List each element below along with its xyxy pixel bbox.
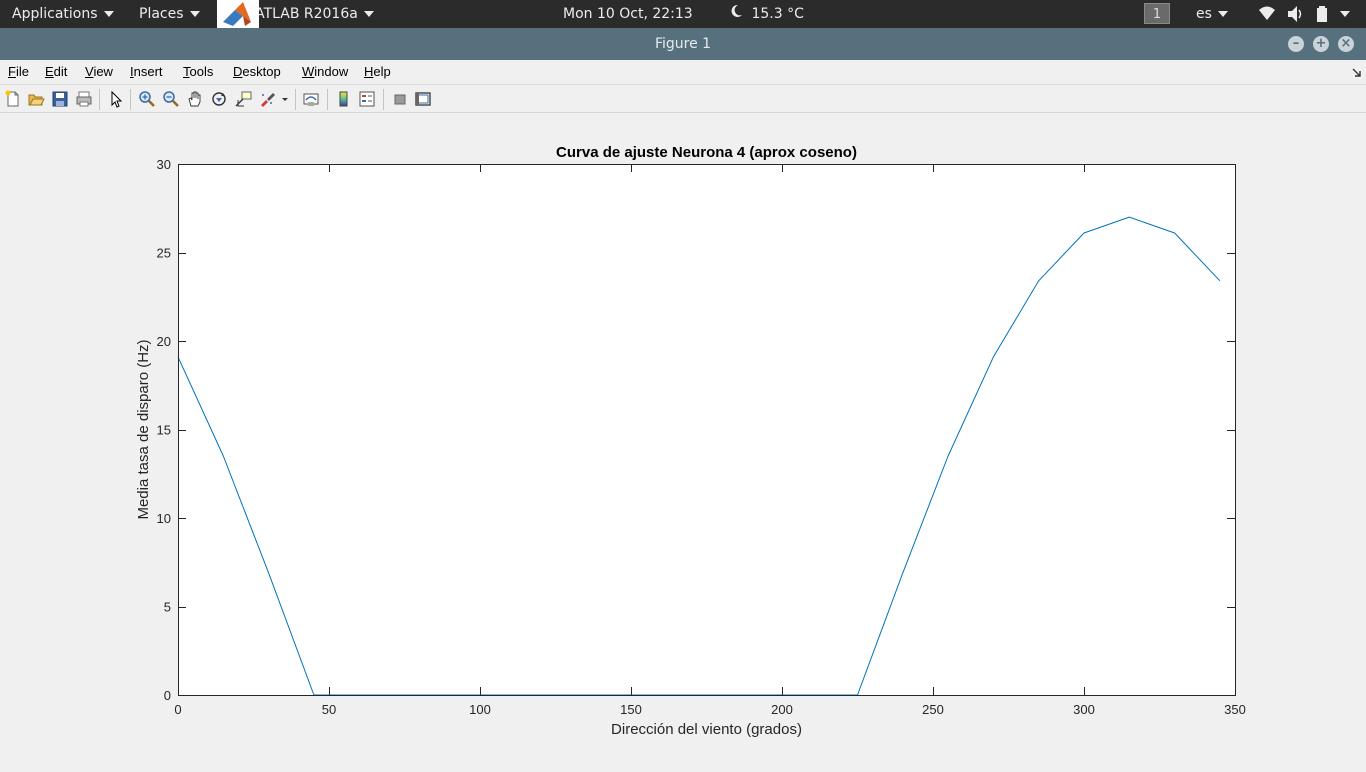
zoom-out-icon[interactable] <box>162 90 180 108</box>
places-label: Places <box>139 6 184 22</box>
clock[interactable]: Mon 10 Oct, 22:13 <box>563 0 693 28</box>
menu-window[interactable]: Window <box>302 64 348 79</box>
weather-indicator[interactable]: 15.3 °C <box>730 0 804 28</box>
x-tick-label: 0 <box>174 702 181 717</box>
x-tick-label: 150 <box>620 702 642 717</box>
weather-label: 15.3 °C <box>751 6 803 22</box>
save-icon[interactable] <box>51 90 69 108</box>
y-tick-label: 0 <box>164 688 171 703</box>
window-title-bar[interactable]: Figure 1 – + × <box>0 28 1366 60</box>
figure-canvas[interactable]: 0 50 100 150 200 250 300 350 0 5 10 15 20 25 30 Curva … <box>0 113 1366 768</box>
menu-tools[interactable]: Tools <box>183 64 213 79</box>
moon-icon <box>730 0 743 28</box>
maximize-icon: + <box>1313 36 1329 52</box>
window-title: Figure 1 <box>0 28 1366 60</box>
open-file-icon[interactable] <box>27 90 45 108</box>
x-axis-label: Dirección del viento (grados) <box>611 721 802 738</box>
chevron-down-icon <box>1340 11 1350 17</box>
data-cursor-icon[interactable] <box>234 90 252 108</box>
places-menu[interactable]: Places <box>139 0 200 28</box>
dock-arrow-icon[interactable] <box>1352 65 1361 80</box>
brush-menu-icon[interactable] <box>280 90 290 108</box>
app-name-label: MATLAB R2016a <box>243 6 358 22</box>
y-tick-label: 25 <box>157 246 171 261</box>
volume-icon[interactable] <box>1286 0 1304 28</box>
link-plot-icon[interactable] <box>302 90 320 108</box>
x-tick-label: 200 <box>771 702 793 717</box>
show-plot-tools-icon[interactable] <box>414 90 432 108</box>
workspace-indicator[interactable]: 1 <box>1144 3 1170 24</box>
rotate-3d-icon[interactable] <box>210 90 228 108</box>
y-tick-label: 20 <box>157 334 171 349</box>
x-tick-label: 100 <box>469 702 491 717</box>
plot-svg[interactable]: 0 50 100 150 200 250 300 350 0 5 10 15 20 25 30 Curva … <box>0 113 1366 768</box>
minimize-icon: – <box>1288 36 1304 52</box>
zoom-in-icon[interactable] <box>138 90 156 108</box>
menu-edit[interactable]: Edit <box>45 64 67 79</box>
clock-label: Mon 10 Oct, 22:13 <box>563 6 693 22</box>
insert-colorbar-icon[interactable] <box>335 90 353 108</box>
toolbar-separator <box>383 89 384 110</box>
applications-menu[interactable]: Applications <box>12 0 114 28</box>
menu-desktop[interactable]: Desktop <box>233 64 281 79</box>
new-figure-icon[interactable] <box>4 90 22 108</box>
matlab-logo-icon <box>217 0 259 28</box>
edit-plot-icon[interactable] <box>107 90 125 108</box>
x-tick-label: 300 <box>1073 702 1095 717</box>
toolbar-separator <box>295 89 296 110</box>
pan-icon[interactable] <box>186 90 204 108</box>
menu-insert[interactable]: Insert <box>130 64 163 79</box>
y-tick-label: 10 <box>157 511 171 526</box>
menu-file[interactable]: File <box>8 64 29 79</box>
system-top-bar: Applications Places MATLAB R2016a Mon 10… <box>0 0 1366 28</box>
x-tick-label: 350 <box>1224 702 1246 717</box>
applications-label: Applications <box>12 6 98 22</box>
print-icon[interactable] <box>75 90 93 108</box>
system-menu[interactable] <box>1334 0 1350 28</box>
chevron-down-icon <box>104 11 114 17</box>
chart-title: Curva de ajuste Neurona 4 (aprox coseno) <box>556 144 857 161</box>
chevron-down-icon <box>190 11 200 17</box>
wifi-icon[interactable] <box>1258 0 1276 28</box>
brush-icon[interactable] <box>258 90 276 108</box>
figure-toolbar <box>0 84 1366 113</box>
x-tick-label: 250 <box>922 702 944 717</box>
app-menu[interactable]: MATLAB R2016a <box>217 0 374 28</box>
y-tick-label: 30 <box>157 157 171 172</box>
language-menu[interactable]: es <box>1196 0 1228 28</box>
chevron-down-icon <box>1218 11 1228 17</box>
hide-plot-tools-icon[interactable] <box>391 90 409 108</box>
y-tick-label: 5 <box>164 600 171 615</box>
insert-legend-icon[interactable] <box>358 90 376 108</box>
toolbar-separator <box>327 89 328 110</box>
close-button[interactable]: × <box>1338 36 1354 52</box>
maximize-button[interactable]: + <box>1313 36 1329 52</box>
language-label: es <box>1196 6 1212 22</box>
minimize-button[interactable]: – <box>1288 36 1304 52</box>
chevron-down-icon <box>364 11 374 17</box>
menu-view[interactable]: View <box>85 64 113 79</box>
close-icon: × <box>1338 36 1354 52</box>
workspace-label: 1 <box>1153 7 1161 22</box>
battery-icon[interactable] <box>1316 0 1328 28</box>
menu-bar: File Edit View Insert Tools Desktop Wind… <box>0 60 1366 84</box>
axes-area[interactable] <box>178 164 1235 695</box>
toolbar-separator <box>130 89 131 110</box>
menu-help[interactable]: Help <box>364 64 391 79</box>
x-tick-label: 50 <box>322 702 336 717</box>
y-axis-label: Media tasa de disparo (Hz) <box>135 339 152 519</box>
toolbar-separator <box>99 89 100 110</box>
y-tick-label: 15 <box>157 423 171 438</box>
